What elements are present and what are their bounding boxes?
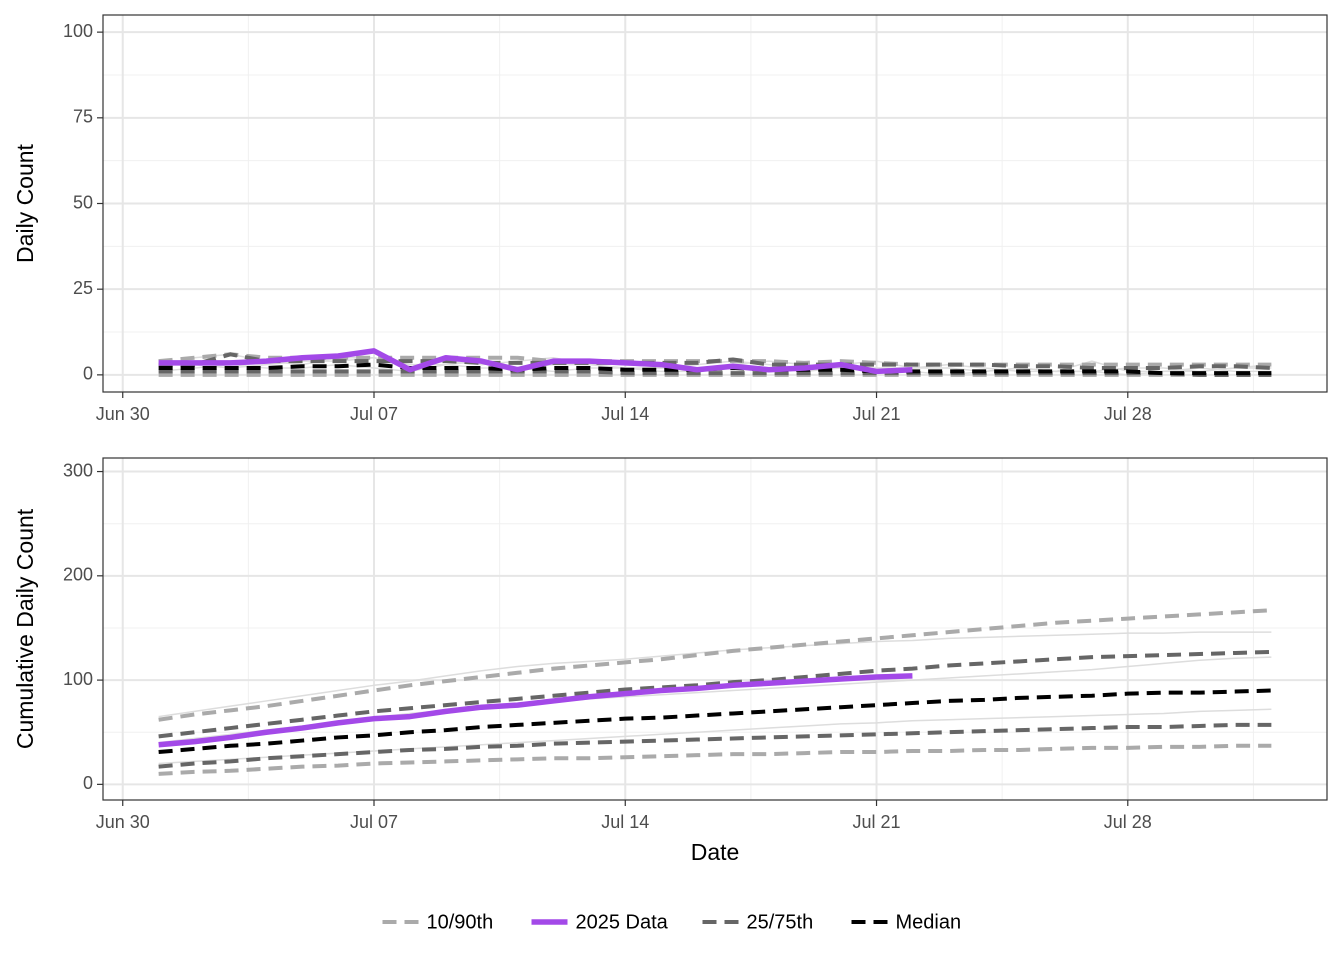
y-axis-title: Cumulative Daily Count bbox=[12, 508, 38, 749]
y-tick-label: 50 bbox=[73, 192, 93, 212]
series-line bbox=[158, 352, 1272, 371]
series-line bbox=[158, 348, 913, 375]
y-tick-label: 0 bbox=[83, 773, 93, 793]
x-tick-label: Jul 28 bbox=[1104, 404, 1152, 424]
y-tick-label: 100 bbox=[63, 669, 93, 689]
panel-border bbox=[102, 14, 1328, 393]
series-line bbox=[158, 722, 1272, 769]
x-tick-label: Jul 21 bbox=[853, 404, 901, 424]
legend-label: 2025 Data bbox=[576, 911, 669, 933]
series-line bbox=[158, 688, 1272, 755]
series-line bbox=[158, 649, 1272, 739]
y-tick-label: 300 bbox=[63, 460, 93, 480]
y-tick-label: 200 bbox=[63, 565, 93, 585]
x-tick-label: Jul 07 bbox=[350, 404, 398, 424]
x-tick-label: Jul 21 bbox=[853, 812, 901, 832]
series-line bbox=[158, 743, 1272, 776]
legend-label: 10/90th bbox=[427, 911, 494, 933]
y-tick-label: 25 bbox=[73, 278, 93, 298]
panel bbox=[103, 458, 1327, 800]
y-tick-label: 0 bbox=[83, 364, 93, 384]
y-tick-label: 100 bbox=[63, 21, 93, 41]
y-axis-title: Daily Count bbox=[12, 143, 38, 262]
series-line bbox=[158, 608, 1272, 722]
series-line bbox=[158, 673, 913, 748]
x-axis-title: Date bbox=[691, 839, 740, 865]
legend-label: Median bbox=[896, 911, 962, 933]
x-tick-label: Jul 28 bbox=[1104, 812, 1152, 832]
x-tick-label: Jul 14 bbox=[601, 404, 649, 424]
x-tick-label: Jul 14 bbox=[601, 812, 649, 832]
panel-border bbox=[102, 457, 1328, 801]
y-tick-label: 75 bbox=[73, 107, 93, 127]
x-tick-label: Jun 30 bbox=[96, 812, 150, 832]
x-tick-label: Jul 07 bbox=[350, 812, 398, 832]
x-tick-label: Jun 30 bbox=[96, 404, 150, 424]
legend-label: 25/75th bbox=[747, 911, 814, 933]
